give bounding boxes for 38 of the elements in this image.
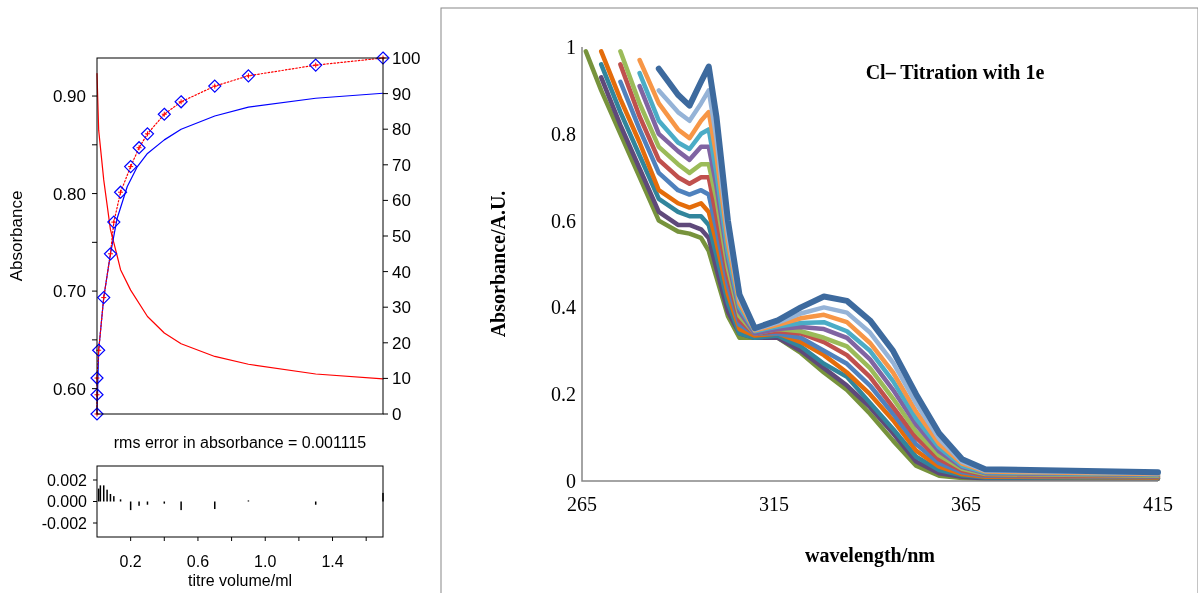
y2-tick-label: 30 — [392, 298, 411, 318]
y-tick-label: 0 — [566, 470, 576, 492]
y-axis-title: Absorbance — [7, 190, 26, 282]
y-tick-label: 1 — [566, 36, 576, 58]
y-tick-label: 0.2 — [551, 383, 576, 406]
x-tick-label: 1.0 — [254, 553, 277, 570]
y2-tick-label: 50 — [392, 226, 411, 246]
y2-tick-label: 80 — [392, 120, 411, 140]
y-tick-label: 0.8 — [551, 122, 576, 145]
y-tick-label: 0.4 — [551, 296, 576, 319]
y-tick-label: 0.6 — [551, 209, 576, 232]
x-axis-title: wavelength/nm — [805, 544, 936, 567]
y-tick-label: 0.70 — [52, 282, 86, 302]
y-axis-title: Absorbance/A.U. — [487, 190, 509, 338]
y-tick-label: 0.90 — [52, 86, 86, 106]
x-tick-label: 1.4 — [321, 553, 344, 570]
y-tick-label: 0.80 — [52, 184, 86, 204]
x-tick-label: 365 — [951, 493, 981, 515]
y2-tick-label: 90 — [392, 84, 411, 104]
x-axis-title: titre volume/ml — [187, 572, 293, 589]
y-tick-label: 0.000 — [46, 493, 88, 511]
chart-title: rms error in absorbance = 0.001115 — [113, 434, 367, 451]
y2-tick-label: 60 — [392, 191, 411, 211]
y-tick-label: -0.002 — [41, 514, 88, 532]
x-tick-label: 415 — [1143, 493, 1173, 515]
y2-tick-label: 70 — [392, 155, 411, 175]
y2-tick-label: 10 — [392, 369, 411, 389]
text: Cl– Titration with 1e — [865, 61, 1045, 83]
x-tick-label: 265 — [567, 493, 597, 515]
y2-tick-label: 20 — [392, 333, 411, 353]
x-tick-label: 315 — [759, 493, 789, 515]
x-tick-label: 0.6 — [186, 553, 210, 570]
y2-tick-label: 100 — [392, 48, 421, 68]
y2-tick-label: 40 — [392, 262, 411, 282]
x-tick-label: 0.2 — [119, 553, 142, 570]
y-tick-label: 0.60 — [52, 379, 86, 399]
y-tick-label: 0.002 — [46, 471, 88, 489]
y2-tick-label: 0 — [392, 404, 402, 424]
